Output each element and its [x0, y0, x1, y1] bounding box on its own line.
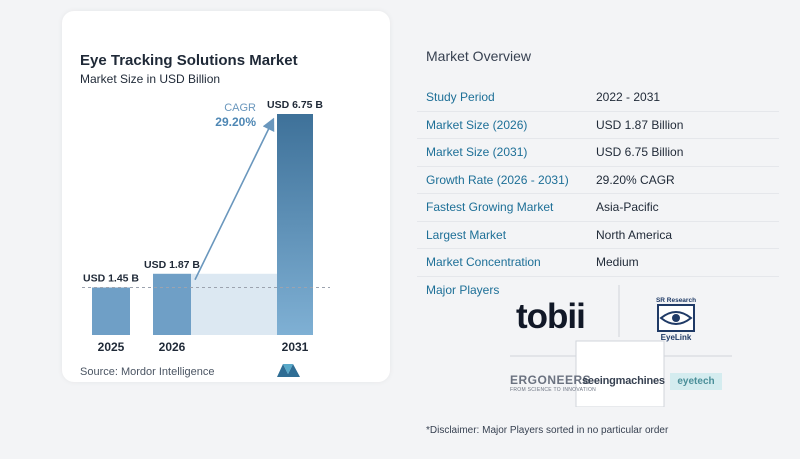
chart-subtitle: Market Size in USD Billion	[80, 72, 221, 86]
market-overview-table: Study Period 2022 - 2031 Market Size (20…	[417, 84, 779, 277]
overview-row-market-size-2026: Market Size (2026) USD 1.87 Billion	[417, 112, 779, 139]
overview-value: USD 1.87 Billion	[596, 117, 684, 132]
overview-value: Medium	[596, 255, 639, 270]
cagr-value: 29.20%	[215, 115, 256, 129]
bar-2025	[92, 287, 130, 335]
overview-label: Largest Market	[426, 227, 507, 242]
ergoneers-tagline: FROM SCIENCE TO INNOVATION	[510, 387, 597, 393]
major-players-logos: tobii SR Research EyeLink ERGONEERS FROM…	[510, 285, 732, 407]
value-label-2031: USD 6.75 B	[267, 99, 323, 111]
source-text: Source: Mordor Intelligence	[80, 366, 215, 378]
eyetech-logo: eyetech	[670, 373, 722, 390]
overview-value: USD 6.75 Billion	[596, 145, 684, 160]
overview-row-fastest-growing: Fastest Growing Market Asia-Pacific	[417, 194, 779, 222]
eyelink-text: EyeLink	[661, 333, 692, 342]
overview-row-concentration: Market Concentration Medium	[417, 249, 779, 277]
overview-label: Growth Rate (2026 - 2031)	[426, 172, 569, 187]
overview-row-study-period: Study Period 2022 - 2031	[417, 84, 779, 112]
sr-research-eyelink-logo: SR Research EyeLink	[656, 297, 696, 342]
overview-label: Study Period	[426, 90, 495, 105]
major-players-label: Major Players	[426, 283, 500, 297]
overview-value: 2022 - 2031	[596, 90, 661, 105]
overview-label: Market Size (2031)	[426, 145, 528, 160]
overview-row-growth-rate: Growth Rate (2026 - 2031) 29.20% CAGR	[417, 167, 779, 194]
tobii-logo: tobii	[516, 297, 586, 336]
sr-research-text: SR Research	[656, 297, 696, 304]
chart-title: Eye Tracking Solutions Market	[80, 52, 298, 69]
overview-value: Asia-Pacific	[596, 200, 659, 215]
ergoneers-logo: ERGONEERS	[510, 373, 592, 387]
x-tick-label-2026: 2026	[159, 340, 186, 354]
x-tick-label-2025: 2025	[98, 340, 125, 354]
overview-label: Market Size (2026)	[426, 117, 528, 132]
growth-shade-band	[191, 273, 277, 335]
disclaimer-text: *Disclaimer: Major Players sorted in no …	[426, 425, 669, 436]
value-label-2026: USD 1.87 B	[144, 259, 200, 271]
cagr-label: CAGR	[224, 102, 256, 114]
bar-2031	[277, 114, 313, 335]
cagr-arrow	[194, 117, 275, 281]
value-label-2025: USD 1.45 B	[83, 273, 139, 285]
mordor-logo-icon	[277, 364, 300, 377]
bar-2026	[153, 273, 191, 335]
overview-row-largest-market: Largest Market North America	[417, 222, 779, 249]
overview-label: Fastest Growing Market	[426, 200, 554, 215]
overview-value: North America	[596, 227, 673, 242]
overview-label: Market Concentration	[426, 255, 541, 270]
overview-value: 29.20% CAGR	[596, 172, 675, 187]
x-tick-label-2031: 2031	[282, 340, 309, 354]
logo-grid-lines	[510, 285, 732, 407]
seeing-machines-logo: seeingmachines	[582, 375, 665, 387]
market-overview-title: Market Overview	[426, 48, 532, 64]
overview-row-market-size-2031: Market Size (2031) USD 6.75 Billion	[417, 139, 779, 167]
